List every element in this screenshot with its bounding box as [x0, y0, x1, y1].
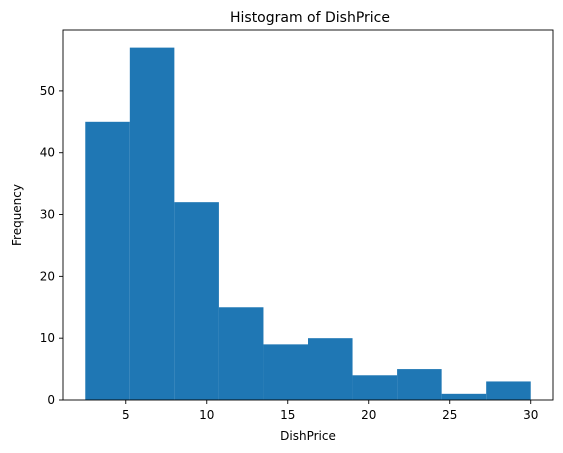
x-tick-label-1: 10 — [199, 408, 214, 422]
histogram-bar-8 — [441, 393, 487, 400]
histogram-bar-7 — [397, 369, 442, 400]
y-axis-label: Frequency — [10, 184, 24, 246]
x-tick-label-5: 30 — [523, 408, 538, 422]
histogram-bar-6 — [352, 375, 398, 400]
x-tick-label-3: 20 — [361, 408, 376, 422]
chart-title: Histogram of DishPrice — [230, 10, 390, 26]
histogram-bar-3 — [218, 307, 264, 400]
bars-group — [85, 47, 531, 401]
y-tick-label-0: 0 — [47, 393, 55, 407]
y-tick-label-2: 20 — [40, 269, 55, 283]
histogram-bar-4 — [263, 344, 308, 400]
histogram-bar-1 — [129, 47, 175, 400]
x-axis-label: DishPrice — [280, 429, 336, 443]
histogram-bar-2 — [174, 202, 219, 400]
x-axis-ticks: 5 10 15 20 25 30 — [122, 400, 538, 422]
plot-frame — [62, 29, 554, 401]
x-tick-label-4: 25 — [442, 408, 457, 422]
x-tick-label-2: 15 — [280, 408, 295, 422]
histogram-bar-5 — [308, 338, 353, 400]
histogram-bar-9 — [486, 381, 531, 400]
y-tick-label-3: 30 — [40, 208, 55, 222]
x-tick-label-0: 5 — [122, 408, 130, 422]
y-tick-label-1: 10 — [40, 331, 55, 345]
y-axis-ticks: 0 10 20 30 40 50 — [40, 84, 63, 407]
histogram-bar-0 — [85, 121, 130, 401]
y-tick-label-5: 50 — [40, 84, 55, 98]
y-tick-label-4: 40 — [40, 146, 55, 160]
